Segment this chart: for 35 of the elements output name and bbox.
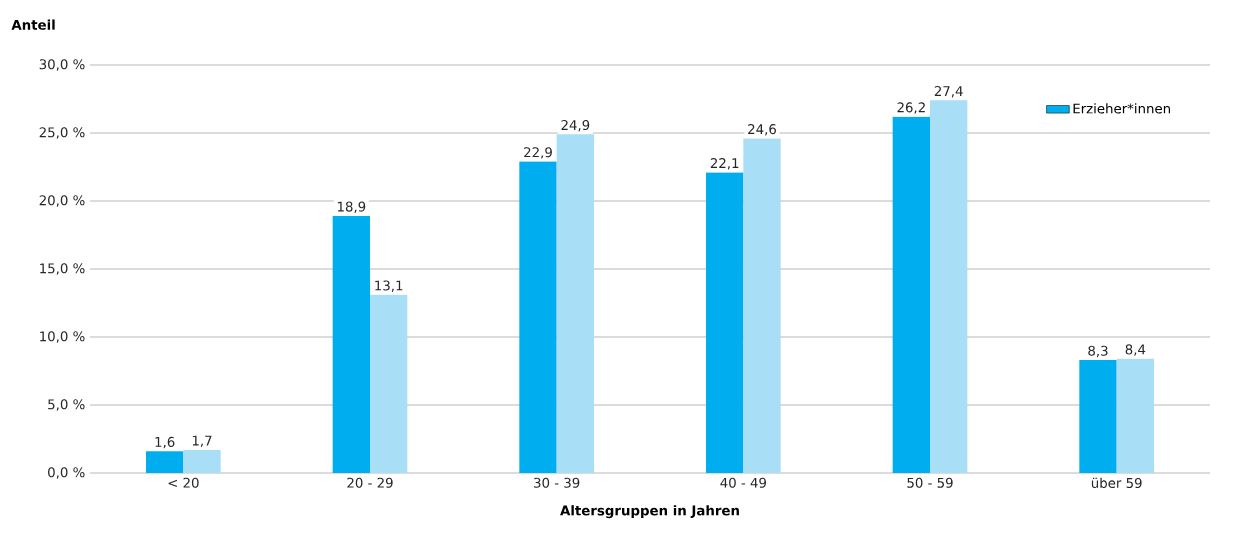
y-axis-title: Anteil [11,19,55,30]
y-tick-label: 25,0 % [39,127,85,139]
data-label: 1,6 [155,436,175,449]
x-tick-label: < 20 [168,477,199,488]
bar [556,134,594,473]
x-tick-label: 30 - 39 [534,477,580,488]
data-label: 22,1 [710,158,739,170]
data-label: 27,4 [934,85,963,98]
legend-label: Erzieher*innen [1073,103,1170,114]
y-tick-label: 5,0 % [48,399,85,411]
bar [370,294,408,473]
bar [892,116,930,473]
x-tick-label: 40 - 49 [720,477,766,488]
data-label: 24,9 [561,119,590,132]
x-tick-label: über 59 [1091,477,1142,489]
data-label: 13,1 [375,280,403,292]
x-tick-label: 50 - 59 [907,477,953,488]
bar [332,215,370,473]
data-label: 8,3 [1088,345,1108,358]
y-tick-label: 0,0 % [48,467,85,479]
y-tick-label: 10,0 % [40,331,85,343]
data-label: 26,2 [897,102,925,114]
data-label: 1,7 [192,435,212,447]
data-label: 24,6 [748,124,777,136]
bar [519,161,557,473]
y-tick-label: 15,0 % [40,263,85,275]
bar [706,172,744,473]
x-axis-title: Altersgruppen in Jahren [560,505,739,519]
x-tick-label: 20 - 29 [347,477,393,488]
y-tick-label: 20,0 % [39,195,85,207]
bar [1116,358,1155,473]
data-label: 18,9 [337,201,366,214]
data-label: 22,9 [524,147,552,159]
y-tick-label: 30,0 % [39,59,85,71]
data-label: 8,4 [1125,344,1146,356]
